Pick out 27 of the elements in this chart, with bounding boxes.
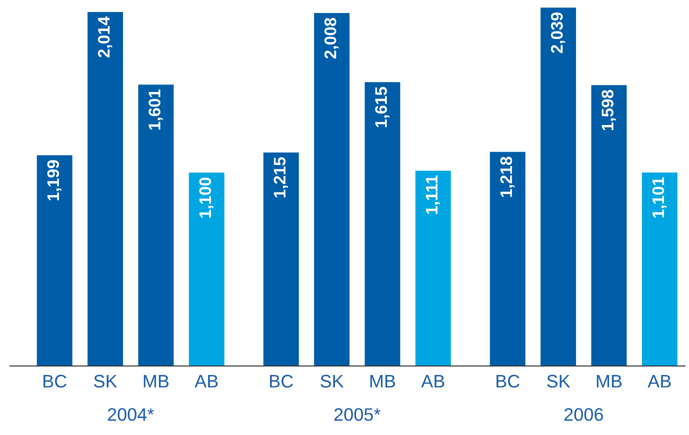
data-label: 2,008 [324,18,339,58]
data-label: 1,601 [148,89,163,130]
x-tick-label: AB [648,374,671,388]
text: 2006 [564,408,603,421]
data-label: 1,199 [47,160,62,200]
x-tick-label: BC [496,374,520,388]
data-label: 1,101 [652,177,667,218]
data-label: 1,215 [274,157,288,198]
x-tick-label: AB [421,374,444,388]
x-tick-label: SK [320,374,344,388]
data-label: 1,598 [602,90,616,130]
data-label: 2,014 [98,16,112,58]
data-label: 1,218 [500,156,515,197]
data-label: 1,100 [199,178,214,218]
x-tick-label: BC [270,374,293,388]
x-tick-label: AB [194,374,218,388]
data-label: 1,615 [375,86,390,128]
x-tick-label: MB [596,374,622,388]
x-tick-label: BC [44,374,66,388]
x-tick-label: MB [370,374,396,388]
text: 2004* [108,408,154,421]
text: 2005* [334,408,380,421]
x-tick-label: MB [144,374,169,388]
x-tick-label: SK [94,374,118,388]
data-label: 1,111 [426,175,440,214]
data-label: 2,039 [550,12,566,54]
x-tick-label: SK [547,374,570,388]
